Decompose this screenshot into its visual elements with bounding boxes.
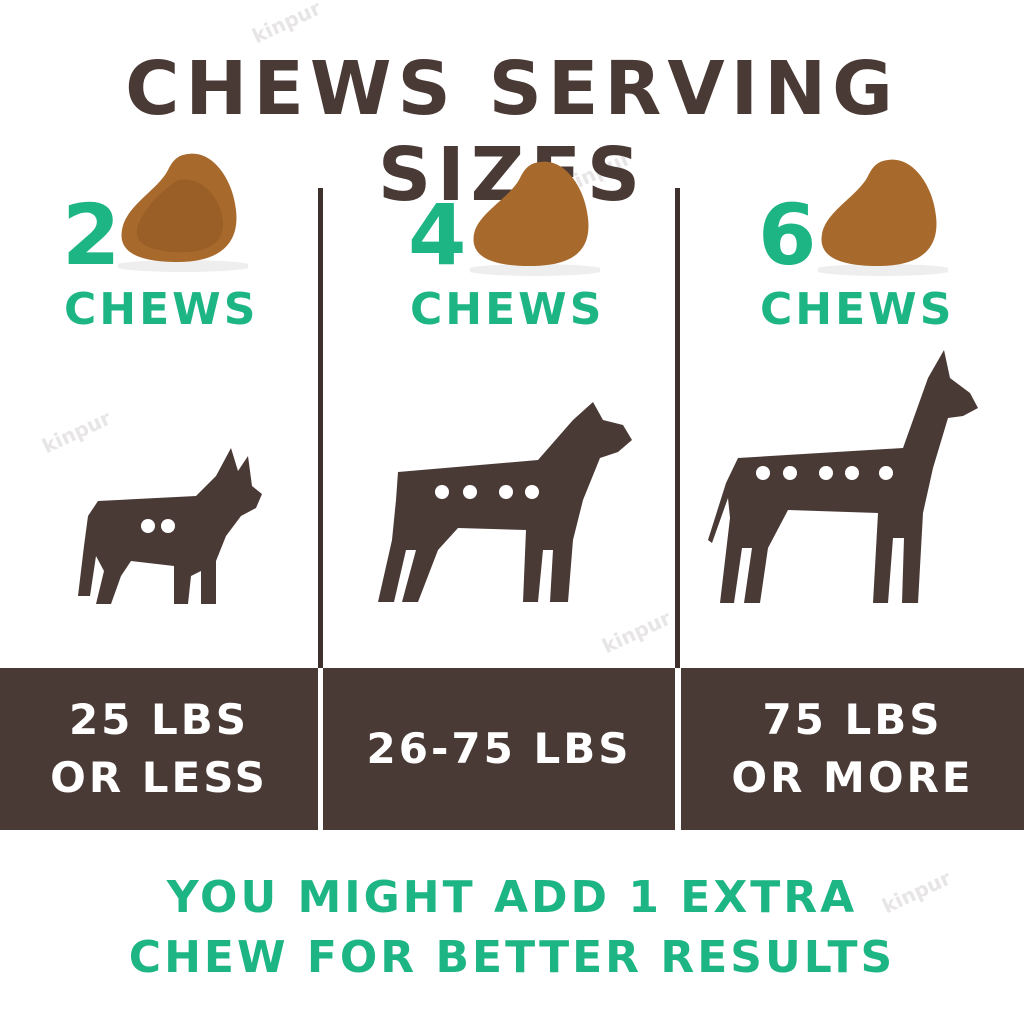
small-dog-silhouette	[78, 448, 262, 604]
column-divider	[675, 188, 680, 668]
weight-band: 26-75 LBS	[323, 668, 675, 830]
weight-band: 25 LBS OR LESS	[0, 668, 318, 830]
chew-count: 6	[758, 186, 817, 284]
chew-treat-icon	[470, 161, 600, 276]
weight-line: 25 LBS	[68, 695, 250, 744]
watermark: kinpur	[598, 605, 675, 659]
footer-line: YOU MIGHT ADD 1 EXTRA	[166, 872, 858, 923]
large-dog-silhouette	[708, 350, 978, 603]
column-divider	[318, 188, 323, 668]
page-title: CHEWS SERVING SIZES	[125, 46, 899, 218]
chew-treat-icon	[118, 153, 248, 272]
weight-line: 75 LBS	[762, 695, 943, 744]
chews-label: CHEWS	[410, 284, 605, 335]
weight-band: 75 LBS OR MORE	[681, 668, 1024, 830]
dose-dot	[141, 519, 155, 533]
chew-treat-icon	[818, 159, 948, 276]
chews-label: CHEWS	[760, 284, 955, 335]
weight-line: OR MORE	[731, 753, 974, 802]
chew-count: 2	[62, 186, 121, 284]
weight-line: 26-75 LBS	[366, 724, 632, 773]
dose-dot	[161, 519, 175, 533]
watermark: kinpur	[248, 0, 325, 49]
footer-line: CHEW FOR BETTER RESULTS	[128, 932, 896, 983]
weight-line: OR LESS	[50, 753, 268, 802]
chew-count: 4	[408, 186, 467, 284]
chews-label: CHEWS	[64, 284, 259, 335]
medium-dog-silhouette	[378, 402, 632, 602]
